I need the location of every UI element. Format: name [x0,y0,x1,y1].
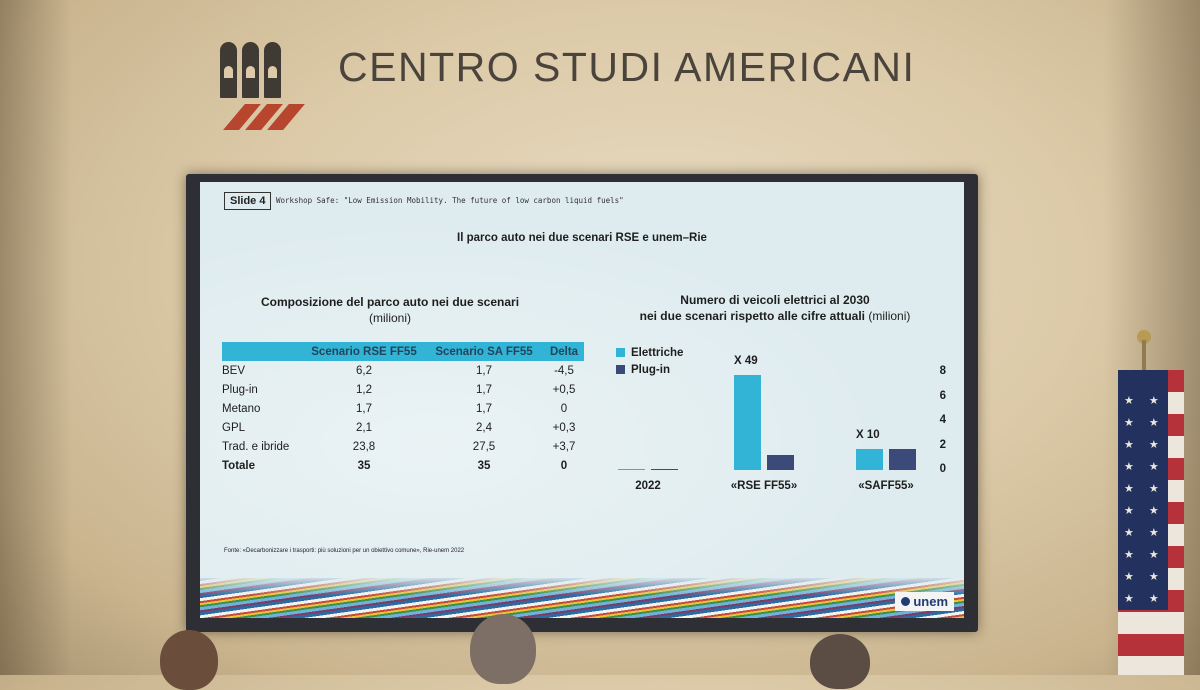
legend-label: Elettriche [631,346,684,359]
audience-head [810,634,870,689]
row-rse: 1,2 [356,383,372,396]
bar-plug-in [767,455,794,470]
legend-swatch [616,365,625,374]
table-title-text: Composizione del parco auto nei due scen… [260,295,520,309]
row-label: GPL [222,421,246,434]
legend-swatch [616,348,625,357]
row-sa: 2,4 [476,421,492,434]
decorative-footer-band [200,578,964,618]
y-tick-label: 0 [939,463,946,475]
flagpole-finial [1137,330,1151,344]
chart-title-line1: Numero di veicoli elettrici al 2030 [680,293,870,307]
unem-logo-text: unem [913,594,948,609]
chart-title: Numero di veicoli elettrici al 2030 nei … [600,292,950,324]
y-tick-label: 8 [939,365,946,377]
audience-head [470,614,536,684]
x-category-label: 2022 [635,480,661,492]
row-sa: 1,7 [476,364,492,377]
presentation-screen: Slide 4 Workshop Safe: "Low Emission Mob… [200,182,964,618]
chart-title-line2: nei due scenari rispetto alle cifre attu… [639,309,866,323]
x-category-label: «SAFF55» [858,480,914,492]
workshop-title: Workshop Safe: "Low Emission Mobility. T… [276,196,624,205]
table-row: GPL 2,1 2,4 +0,3 [222,418,584,437]
table-subtitle: (milioni) [369,311,411,325]
row-rse: 6,2 [356,364,372,377]
row-delta: +3,7 [552,440,576,453]
row-delta: -4,5 [554,364,574,377]
table-row: Trad. e ibride 23,8 27,5 +3,7 [222,437,584,456]
row-rse: 2,1 [356,421,372,434]
row-sa: 27,5 [472,440,496,453]
bar-plug-in [889,449,916,470]
table-header-empty [222,342,304,361]
row-delta: 0 [560,402,568,415]
row-label: BEV [222,364,246,377]
table-row: Metano 1,7 1,7 0 [222,399,584,418]
legend-label: Plug-in [631,363,670,376]
table-total-row: Totale 35 35 0 [222,456,584,475]
row-label: Trad. e ibride [222,440,290,453]
table-row: BEV 6,2 1,7 -4,5 [222,361,584,380]
total-delta: 0 [560,459,568,472]
row-delta: +0,5 [552,383,576,396]
legend-item: Plug-in [616,361,683,378]
multiplier-label: X 10 [856,429,880,442]
multiplier-label: X 49 [734,355,758,368]
flag-stars-icon: ★ ★ ★ ★ ★ ★ ★ ★ ★ ★ ★ ★ ★ ★ ★ ★ ★ ★ ★ ★ … [1124,395,1165,627]
table-title: Composizione del parco auto nei due scen… [240,294,540,326]
row-sa: 1,7 [476,402,492,415]
logo-pillar [242,42,259,98]
slide-number: Slide 4 [224,192,272,210]
row-label: Metano [222,402,261,415]
table-header-sa: Scenario SA FF55 [424,342,544,361]
centro-studi-americani-logo-icon [214,42,314,130]
composition-table: Scenario RSE FF55 Scenario SA FF55 Delta… [222,342,584,475]
unem-logo: unem [895,592,954,611]
x-category-label: «RSE FF55» [730,480,798,492]
row-delta: +0,3 [552,421,576,434]
logo-pillar [220,42,237,98]
table-row: Plug-in 1,2 1,7 +0,5 [222,380,584,399]
total-label: Totale [222,459,256,472]
logo-pillar [264,42,281,98]
y-tick-label: 2 [939,438,946,451]
total-rse: 35 [357,459,371,472]
legend-item: Elettriche [616,344,683,361]
table-header-delta: Delta [544,342,584,361]
row-label: Plug-in [222,383,258,396]
flag-canton: ★ ★ ★ ★ ★ ★ ★ ★ ★ ★ ★ ★ ★ ★ ★ ★ ★ ★ ★ ★ … [1118,370,1168,627]
row-rse: 1,7 [356,402,372,415]
chart-title-unit: (milioni) [868,309,911,323]
brand-name: CENTRO STUDI AMERICANI [338,44,916,90]
source-note: Fonte: «Decarbonizzare i trasporti: più … [224,548,465,554]
slide-title: Il parco auto nei due scenari RSE e unem… [457,232,707,244]
unem-logo-icon [901,597,911,606]
y-tick-label: 4 [939,414,946,426]
row-sa: 1,7 [476,383,492,396]
bar-elettriche [734,375,761,470]
bar-plug-in [651,468,678,470]
table-header-rse: Scenario RSE FF55 [304,342,424,361]
bar-elettriche [856,449,883,470]
table-header-row: Scenario RSE FF55 Scenario SA FF55 Delta [222,342,584,361]
y-tick-label: 6 [939,389,946,402]
bar-elettriche [618,468,645,470]
total-sa: 35 [477,459,491,472]
chart-legend: Elettriche Plug-in [616,344,683,378]
audience-head [160,630,218,690]
row-rse: 23,8 [352,440,376,453]
us-flag: ★ ★ ★ ★ ★ ★ ★ ★ ★ ★ ★ ★ ★ ★ ★ ★ ★ ★ ★ ★ … [1118,370,1184,675]
